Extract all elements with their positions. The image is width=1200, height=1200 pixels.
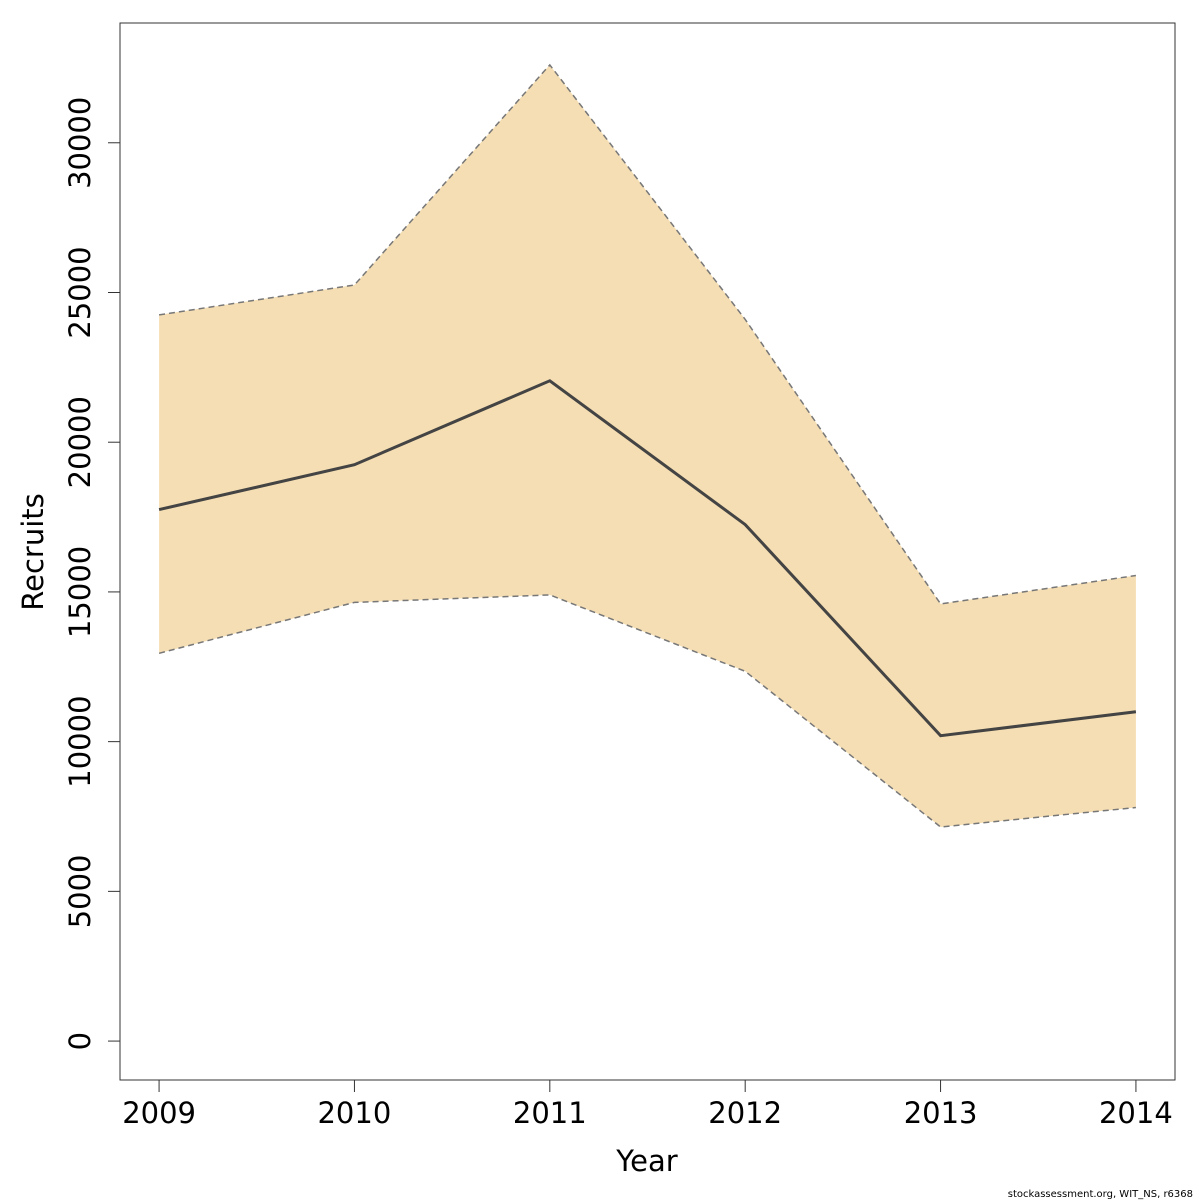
credit-text: stockassessment.org, WIT_NS, r6368 bbox=[1008, 1189, 1193, 1200]
y-tick-label: 15000 bbox=[63, 546, 97, 638]
y-tick-label: 0 bbox=[63, 1032, 97, 1050]
x-tick-label: 2011 bbox=[513, 1096, 587, 1130]
x-tick-label: 2013 bbox=[904, 1096, 978, 1130]
x-tick-label: 2012 bbox=[708, 1096, 782, 1130]
x-tick-label: 2009 bbox=[122, 1096, 196, 1130]
x-tick-label: 2014 bbox=[1099, 1096, 1173, 1130]
recruits-line bbox=[158, 379, 1137, 738]
y-tick-label: 20000 bbox=[63, 396, 97, 488]
y-tick-label: 30000 bbox=[63, 97, 97, 189]
y-axis: 0 5000 10000 15000 20000 25000 30000 bbox=[63, 97, 120, 1050]
upper-bound-line bbox=[158, 63, 1137, 605]
y-tick-label: 10000 bbox=[63, 695, 97, 787]
x-axis: 2009 2010 2011 2012 2013 2014 bbox=[122, 1080, 1173, 1130]
lower-bound-line bbox=[158, 594, 1136, 828]
x-tick-label: 2010 bbox=[317, 1096, 391, 1130]
y-tick-label: 5000 bbox=[63, 854, 97, 928]
y-axis-title: Recruits bbox=[16, 493, 50, 610]
plot-frame bbox=[119, 22, 1176, 1081]
y-tick-label: 25000 bbox=[63, 246, 97, 338]
confidence-band bbox=[159, 64, 1136, 827]
x-axis-title: Year bbox=[615, 1144, 677, 1178]
